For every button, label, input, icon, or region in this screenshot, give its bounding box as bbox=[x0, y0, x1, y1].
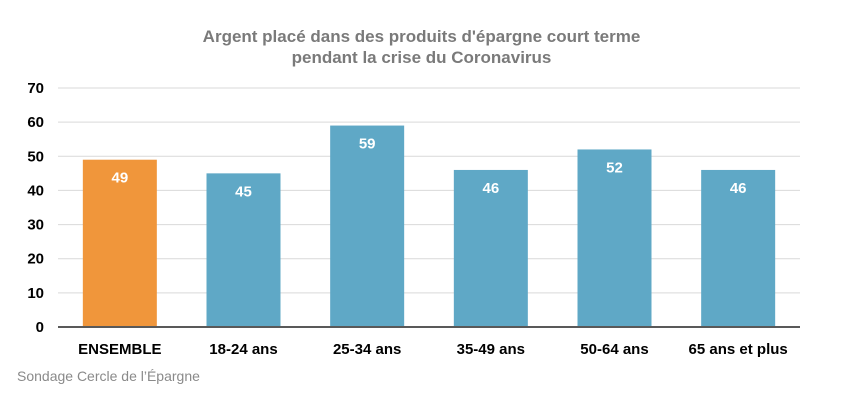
x-tick-label: 25-34 ans bbox=[333, 341, 401, 358]
x-tick-label: ENSEMBLE bbox=[78, 341, 161, 358]
source-note: Sondage Cercle de l’Épargne bbox=[17, 368, 200, 384]
x-tick-label: 65 ans et plus bbox=[689, 341, 788, 358]
y-tick-label: 30 bbox=[27, 217, 44, 234]
y-tick-label: 60 bbox=[27, 114, 44, 131]
chart-title-line-2: pendant la crise du Coronavirus bbox=[291, 48, 552, 67]
bar bbox=[206, 173, 281, 327]
bar bbox=[82, 159, 157, 327]
x-tick-label: 18-24 ans bbox=[209, 341, 277, 358]
x-tick-label: 50-64 ans bbox=[580, 341, 648, 358]
data-label: 52 bbox=[606, 159, 623, 176]
y-tick-label: 20 bbox=[27, 251, 44, 268]
bar bbox=[330, 125, 405, 327]
data-label: 45 bbox=[235, 183, 252, 200]
bar bbox=[577, 149, 652, 327]
y-tick-label: 50 bbox=[27, 148, 44, 165]
data-label: 46 bbox=[730, 180, 747, 197]
chart-title: Argent placé dans des produits d'épargne… bbox=[0, 26, 843, 68]
y-tick-label: 70 bbox=[27, 80, 44, 97]
y-tick-label: 0 bbox=[36, 319, 44, 336]
bar bbox=[701, 169, 776, 327]
bar bbox=[453, 169, 528, 327]
x-tick-label: 35-49 ans bbox=[457, 341, 525, 358]
data-label: 46 bbox=[482, 180, 499, 197]
y-tick-label: 10 bbox=[27, 285, 44, 302]
chart-title-line-1: Argent placé dans des produits d'épargne… bbox=[202, 27, 641, 46]
y-tick-label: 40 bbox=[27, 182, 44, 199]
data-label: 59 bbox=[359, 136, 376, 153]
data-label: 49 bbox=[111, 170, 128, 187]
